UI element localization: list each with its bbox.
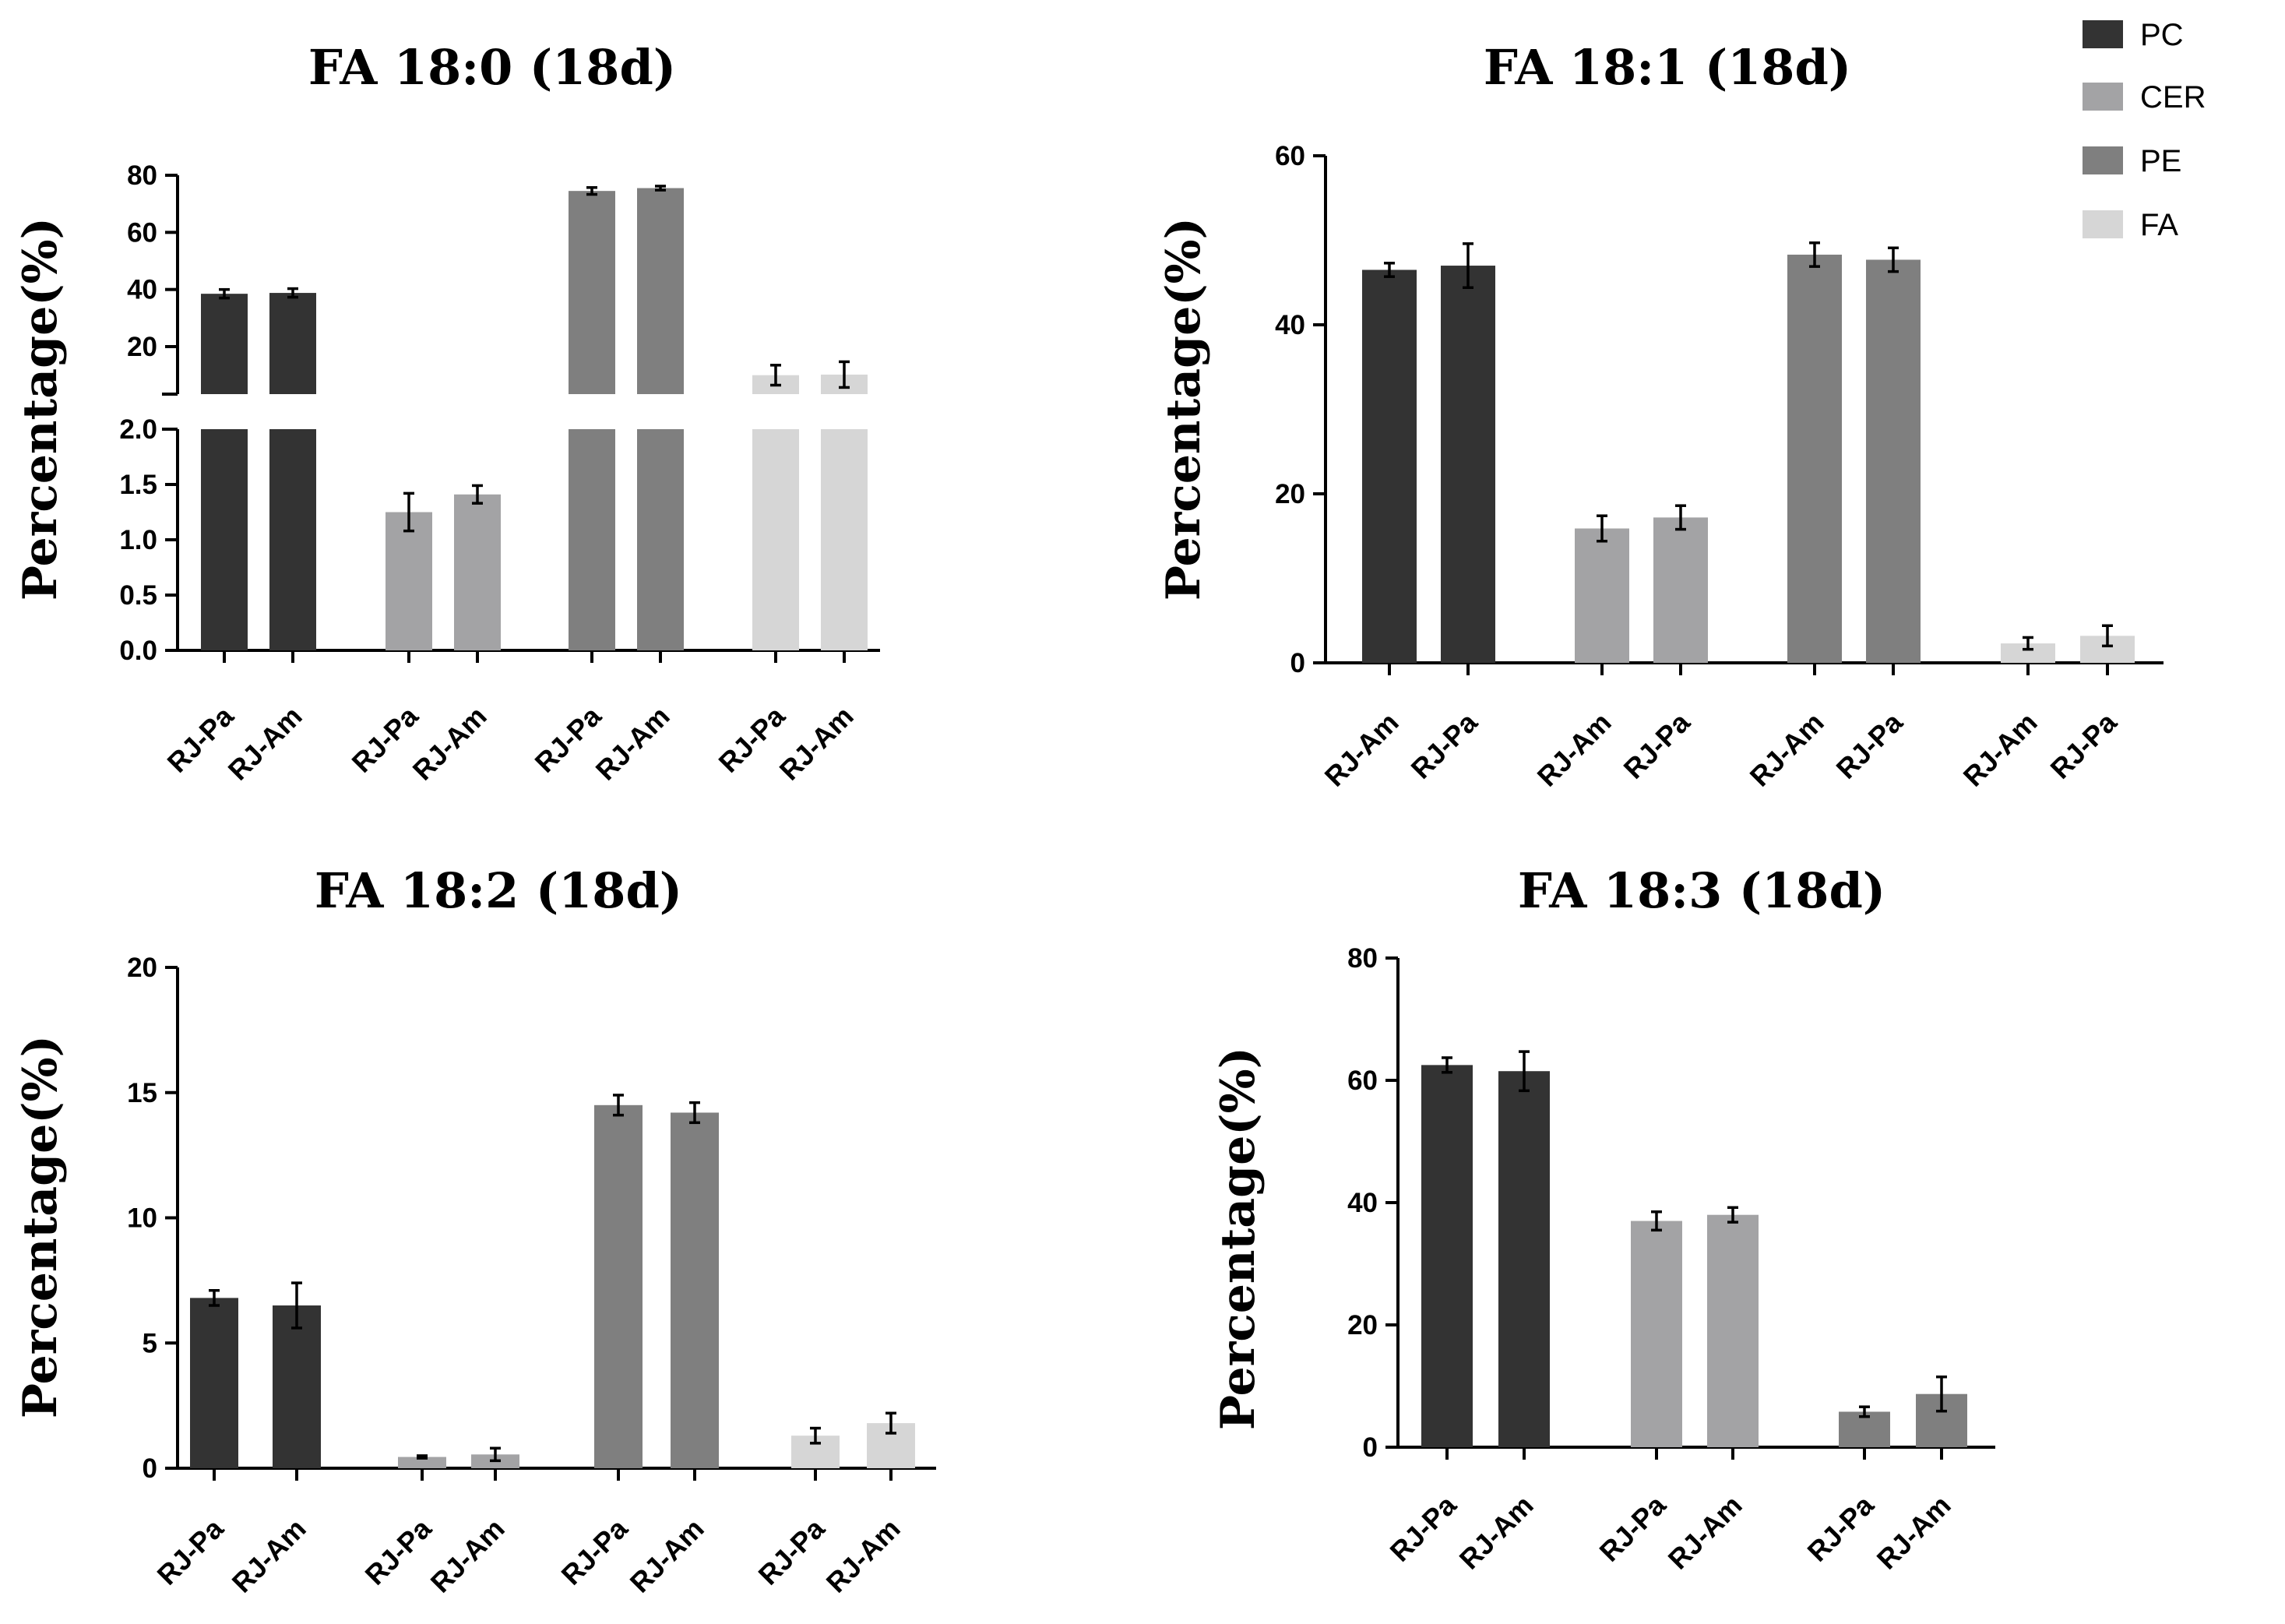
bar-PC-RJ-Am-upper: [269, 293, 316, 394]
bar-PC-RJ-Pa: [201, 429, 248, 650]
y-axis-title: Percentage(%): [1211, 1047, 1266, 1430]
y-tick-label: 60: [1347, 1066, 1378, 1096]
bar-PE-RJ-Am: [1787, 254, 1842, 663]
x-tick-label: RJ-Pa: [752, 1512, 832, 1591]
bar-PC-RJ-Am: [269, 429, 316, 650]
y-tick-label: 60: [127, 217, 157, 248]
bar-FA-RJ-Pa: [752, 429, 799, 650]
x-tick-label: RJ-Pa: [1618, 706, 1697, 785]
y-axis-title: Percentage(%): [13, 1035, 68, 1418]
bar-CER-RJ-Am: [1707, 1214, 1759, 1447]
bar-CER-RJ-Pa: [1631, 1221, 1682, 1447]
x-tick-label: RJ-Am: [590, 700, 676, 787]
y-tick-label: 15: [127, 1078, 157, 1108]
x-tick-label: RJ-Am: [1319, 706, 1405, 793]
x-tick-label: RJ-Am: [1957, 706, 2044, 793]
y-tick-label: 20: [127, 332, 157, 362]
y-tick-label: 10: [127, 1203, 157, 1234]
y-tick-label: 2.0: [119, 414, 157, 445]
y-axis-title: Percentage(%): [1157, 217, 1211, 601]
chart-title: FA 18:0 (18d): [308, 39, 676, 96]
bar-PE-RJ-Am-upper: [637, 188, 684, 394]
bar-PC-RJ-Pa: [1441, 266, 1495, 663]
legend-swatch-pe: [2083, 146, 2123, 174]
x-tick-label: RJ-Pa: [1384, 1488, 1463, 1568]
y-tick-label: 40: [1347, 1188, 1378, 1218]
bar-FA-RJ-Am: [821, 429, 868, 650]
x-tick-label: RJ-Pa: [1593, 1488, 1673, 1568]
x-tick-label: RJ-Am: [773, 700, 860, 787]
x-tick-label: RJ-Am: [1744, 706, 1830, 793]
bar-PC-RJ-Am: [273, 1305, 321, 1468]
bar-PE-RJ-Pa: [569, 429, 615, 650]
x-tick-label: RJ-Pa: [2044, 706, 2124, 785]
x-tick-label: RJ-Am: [1453, 1489, 1540, 1576]
bar-PC-RJ-Am: [1498, 1071, 1550, 1447]
bar-PC-RJ-Pa-upper: [201, 294, 248, 394]
bar-PE-RJ-Pa-upper: [569, 191, 615, 394]
chart-panel-1: FA 18:0 (18d) Percentage(%) 0.0 0.5 1.0 1.5 2.…: [13, 39, 880, 787]
y-tick-label: 0: [143, 1453, 157, 1484]
y-tick-label: 80: [127, 160, 157, 191]
y-tick-label: 20: [1347, 1310, 1378, 1340]
y-tick-label: 20: [1275, 479, 1305, 509]
bar-CER-RJ-Am: [1575, 528, 1629, 663]
x-tick-label: RJ-Am: [1531, 706, 1618, 793]
bar-PE-RJ-Am: [671, 1112, 719, 1468]
chart-title: FA 18:3 (18d): [1518, 862, 1885, 919]
y-tick-label: 0.0: [119, 636, 157, 666]
y-axis-title: Percentage(%): [13, 217, 68, 601]
chart-panel-3: FA 18:2 (18d)Percentage(%)05101520RJ-PaR…: [13, 862, 936, 1599]
y-tick-label: 20: [127, 953, 157, 983]
bar-CER-RJ-Pa: [1653, 517, 1708, 663]
bar-CER-RJ-Am: [454, 494, 501, 650]
legend-label-pe: PE: [2140, 144, 2181, 178]
y-tick-label: 5: [143, 1328, 157, 1358]
x-tick-label: RJ-Pa: [1830, 706, 1910, 785]
x-tick-label: RJ-Am: [820, 1513, 907, 1599]
x-tick-label: RJ-Am: [624, 1513, 710, 1599]
bar-CER-RJ-Pa: [398, 1457, 446, 1468]
x-tick-label: RJ-Am: [424, 1513, 511, 1599]
x-tick-label: RJ-Am: [222, 700, 308, 787]
bar-PE-RJ-Am: [637, 429, 684, 650]
x-tick-label: RJ-Am: [1871, 1489, 1957, 1576]
legend-label-cer: CER: [2140, 80, 2206, 114]
chart-title: FA 18:2 (18d): [315, 862, 682, 919]
bar-PC-RJ-Am: [1362, 269, 1417, 663]
chart-title: FA 18:1 (18d): [1484, 39, 1851, 96]
y-tick-label: 0.5: [119, 580, 157, 611]
y-tick-label: 60: [1275, 141, 1305, 171]
bar-CER-RJ-Pa: [386, 512, 432, 650]
y-tick-label: 40: [1275, 310, 1305, 340]
x-tick-label: RJ-Pa: [1405, 706, 1484, 785]
y-tick-label: 40: [127, 275, 157, 305]
chart-panel-4: FA 18:3 (18d) Percentage(%) 0 20 40 60 80 RJ-Pa…: [1211, 862, 1995, 1576]
y-tick-label: 80: [1347, 943, 1378, 974]
y-tick-label: 1.5: [119, 470, 157, 500]
x-tick-label: RJ-Am: [1662, 1489, 1748, 1576]
bar-PE-RJ-Pa: [1866, 259, 1921, 664]
y-tick-label: 0: [1363, 1432, 1378, 1463]
x-tick-label: RJ-Pa: [151, 1512, 231, 1591]
legend-swatch-fa: [2083, 210, 2123, 238]
legend-label-fa: FA: [2140, 208, 2178, 242]
x-tick-label: RJ-Pa: [555, 1512, 635, 1591]
legend-swatch-pc: [2083, 20, 2123, 48]
x-tick-label: RJ-Am: [407, 700, 493, 787]
x-tick-label: RJ-Pa: [359, 1512, 438, 1591]
x-tick-label: RJ-Pa: [1801, 1488, 1881, 1568]
legend-label-pc: PC: [2140, 18, 2184, 52]
legend-swatch-cer: [2083, 83, 2123, 111]
y-tick-label: 1.0: [119, 525, 157, 555]
legend: PC CER PE FA: [2083, 18, 2206, 242]
x-tick-label: RJ-Am: [226, 1513, 312, 1599]
bar-PE-RJ-Pa: [594, 1104, 643, 1468]
bar-PC-RJ-Pa: [1421, 1065, 1473, 1447]
bar-PC-RJ-Pa: [190, 1298, 238, 1468]
y-tick-label: 0: [1290, 648, 1305, 678]
